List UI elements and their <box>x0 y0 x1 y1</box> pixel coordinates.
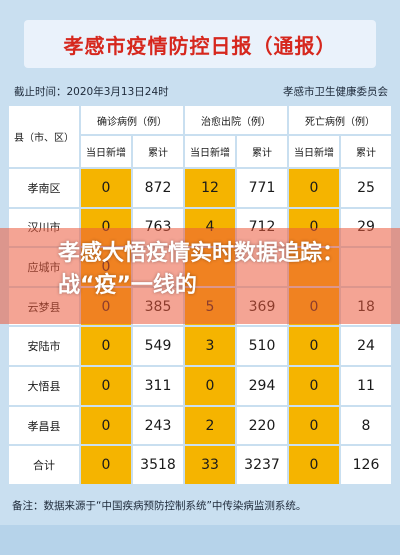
row-county-name: 合计 <box>9 446 79 484</box>
table-cell: 0 <box>81 446 131 484</box>
table-cell: 0 <box>289 446 339 484</box>
subheader-cell: 累计 <box>341 136 391 167</box>
table-cell: 0 <box>289 168 339 207</box>
table-cell: 11 <box>341 367 391 405</box>
issuer-text: 孝感市卫生健康委员会 <box>283 86 388 98</box>
table-row: 孝昌县 0 243 2 220 0 8 <box>9 406 391 445</box>
subheader-cell: 当日新增 <box>289 136 339 167</box>
source-note: 备注：数据来源于“中国疾病预防控制系统”中传染病监测系统。 <box>12 500 307 512</box>
table-cell: 8 <box>341 406 391 445</box>
table-cell: 872 <box>133 168 183 207</box>
row-county-name: 安陆市 <box>9 327 79 366</box>
table-row: 孝南区 0 872 12 771 0 25 <box>9 168 391 207</box>
table-cell: 3 <box>185 327 235 366</box>
table-cell: 220 <box>237 406 287 445</box>
table-cell: 2 <box>185 406 235 445</box>
subheader-cell: 当日新增 <box>81 136 131 167</box>
table-cell: 24 <box>341 327 391 366</box>
headline-overlay-band <box>0 228 400 324</box>
row-county-name: 孝昌县 <box>9 406 79 445</box>
group-header-deaths: 死亡病例（例） <box>289 106 391 135</box>
row-county-name: 孝南区 <box>9 168 79 207</box>
table-row: 安陆市 0 549 3 510 0 24 <box>9 327 391 366</box>
table-body: 孝南区087212771025汉川市07634712029应城市0云梦县0385… <box>9 168 391 484</box>
row-county-name: 大悟县 <box>9 367 79 405</box>
table-cell: 771 <box>237 168 287 207</box>
table-cell: 311 <box>133 367 183 405</box>
table-cell: 243 <box>133 406 183 445</box>
table-cell: 0 <box>81 406 131 445</box>
table-cell: 0 <box>81 367 131 405</box>
table-cell: 126 <box>341 446 391 484</box>
deadline-text: 截止时间：2020年3月13日24时 <box>14 86 169 98</box>
table-cell: 3237 <box>237 446 287 484</box>
table-cell: 0 <box>81 327 131 366</box>
headline-text: 孝感大悟疫情实时数据追踪：战“疫”一线的 <box>58 241 345 298</box>
report-title: 孝感市疫情防控日报（通报） <box>63 33 337 58</box>
table-row: 合计 0 3518 33 3237 0 126 <box>9 446 391 484</box>
table-cell: 0 <box>289 327 339 366</box>
table-cell: 549 <box>133 327 183 366</box>
meta-row: 截止时间：2020年3月13日24时 孝感市卫生健康委员会 <box>14 84 388 100</box>
subheader-cell: 当日新增 <box>185 136 235 167</box>
group-header-confirmed: 确诊病例（例） <box>81 106 183 135</box>
table-cell: 33 <box>185 446 235 484</box>
table-cell: 294 <box>237 367 287 405</box>
bottom-band <box>0 525 400 555</box>
table-cell: 0 <box>81 168 131 207</box>
table-group-header-row: 县（市、区） 确诊病例（例） 治愈出院（例） 死亡病例（例） <box>9 106 391 167</box>
table-cell: 510 <box>237 327 287 366</box>
county-column-header: 县（市、区） <box>9 106 79 167</box>
table-cell: 0 <box>289 406 339 445</box>
subheader-cell: 累计 <box>133 136 183 167</box>
subheader-cell: 累计 <box>237 136 287 167</box>
report-title-banner: 孝感市疫情防控日报（通报） <box>24 20 376 68</box>
table-cell: 12 <box>185 168 235 207</box>
table-cell: 0 <box>289 367 339 405</box>
table-cell: 25 <box>341 168 391 207</box>
table-cell: 0 <box>185 367 235 405</box>
table-cell: 3518 <box>133 446 183 484</box>
table-subheader-row: 当日新增 累计 当日新增 累计 当日新增 累计 <box>9 136 391 167</box>
table-row: 大悟县 0 311 0 294 0 11 <box>9 367 391 405</box>
group-header-recovered: 治愈出院（例） <box>185 106 287 135</box>
